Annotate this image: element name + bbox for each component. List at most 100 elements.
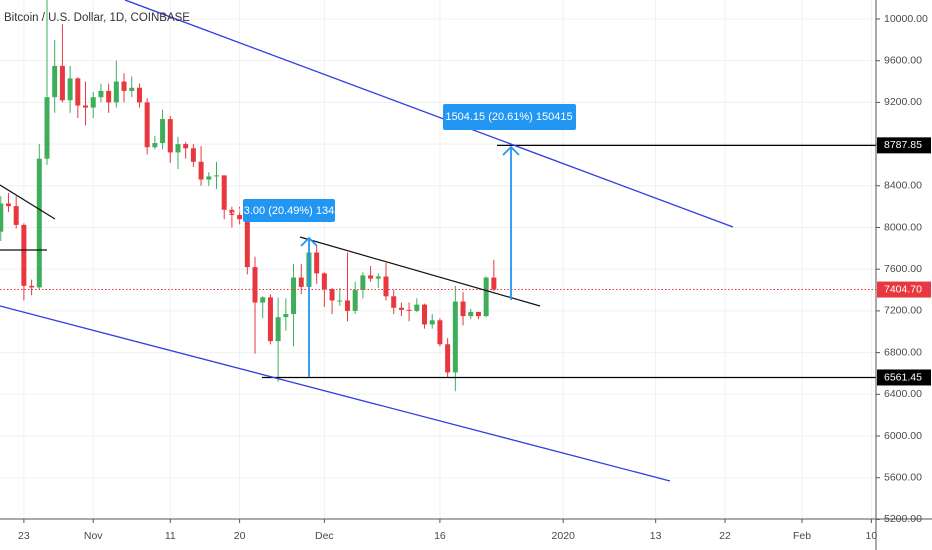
- candle-body: [491, 277, 497, 290]
- candle-body: [237, 214, 243, 220]
- trend-line: [0, 184, 56, 220]
- candle-body: [291, 277, 297, 315]
- y-tick-label: 7600.00: [884, 263, 922, 275]
- candle-body: [260, 297, 266, 303]
- candle-body: [283, 314, 289, 318]
- candle-body: [136, 87, 142, 103]
- y-tick-label: 9200.00: [884, 96, 922, 108]
- candle-body: [468, 311, 474, 317]
- x-tick-label: Nov: [84, 530, 103, 542]
- candle-body: [52, 65, 58, 98]
- candle-body: [344, 300, 350, 311]
- candle-body: [213, 175, 219, 177]
- time-axis: [0, 519, 932, 550]
- candle-body: [21, 224, 27, 286]
- candle-body: [414, 304, 420, 311]
- x-tick-label: 2020: [552, 530, 576, 542]
- y-tick-label: 6400.00: [884, 388, 922, 400]
- x-tick-label: 11: [165, 530, 176, 542]
- candle-body: [460, 301, 466, 317]
- candle-body: [391, 296, 397, 308]
- y-tick-label: 6800.00: [884, 346, 922, 358]
- x-tick-label: 20: [234, 530, 246, 542]
- candle-body: [437, 320, 443, 345]
- candle-body: [360, 275, 366, 291]
- candles: [0, 0, 876, 392]
- candle-body: [329, 289, 335, 301]
- candle-body: [229, 209, 235, 215]
- candle-body: [206, 176, 212, 180]
- candle-body: [175, 144, 181, 153]
- annotation-box: [243, 199, 335, 222]
- y-tick-label: 10000.00: [884, 13, 928, 25]
- candle-body: [422, 304, 428, 325]
- candle-body: [198, 161, 204, 180]
- price-tag-label: 8787.85: [884, 139, 922, 151]
- candle-body: [352, 290, 358, 311]
- candle-body: [475, 311, 481, 317]
- arrow-head: [300, 236, 318, 247]
- trend-line: [299, 236, 541, 307]
- candle-body: [67, 78, 73, 101]
- y-tick-label: 6000.00: [884, 430, 922, 442]
- candle-body: [275, 317, 281, 342]
- candle-body: [0, 203, 4, 232]
- price-tag-label: 6561.45: [884, 371, 922, 383]
- candle-body: [383, 276, 389, 297]
- candle-body: [368, 275, 374, 279]
- channel-line: [124, 0, 734, 228]
- candle-body: [129, 87, 135, 91]
- candle-body: [160, 119, 166, 144]
- candle-body: [183, 144, 189, 149]
- candle-body: [314, 252, 320, 274]
- channel-line: [0, 305, 671, 482]
- candle-body: [5, 203, 11, 207]
- arrow-head: [502, 145, 520, 156]
- candle-body: [106, 90, 112, 103]
- x-tick-label: 23: [18, 530, 30, 542]
- y-tick-label: 8400.00: [884, 180, 922, 192]
- candle-body: [337, 300, 343, 302]
- price-tag: [877, 281, 931, 298]
- x-tick-label: 22: [719, 530, 731, 542]
- x-tick-label: 13: [650, 530, 662, 542]
- price-tag: [877, 137, 931, 154]
- candle-body: [267, 297, 273, 342]
- annotation: 1343.00 (20.49%) 134300: [225, 205, 352, 217]
- drawings: 1343.00 (20.49%) 134300 1504.15 (20.61%)…: [0, 0, 734, 482]
- x-tick-label: 16: [434, 530, 446, 542]
- y-tick-label: 8000.00: [884, 221, 922, 233]
- candle-body: [113, 81, 119, 103]
- candle-body: [252, 267, 258, 303]
- candle-body: [36, 158, 42, 288]
- price-tag-label: 7404.70: [884, 283, 922, 295]
- x-tick-label: Feb: [793, 530, 811, 542]
- candle-body: [190, 148, 196, 162]
- candle-body: [398, 307, 404, 310]
- candle-body: [13, 206, 19, 225]
- chart-title: Bitcoin / U.S. Dollar, 1D, COINBASE: [4, 12, 190, 24]
- candle-body: [221, 175, 227, 210]
- candle-body: [98, 90, 104, 98]
- candle-body: [452, 301, 458, 373]
- annotation: 1504.15 (20.61%) 150415: [445, 111, 572, 123]
- x-tick-label: Dec: [315, 530, 334, 542]
- candle-body: [121, 81, 127, 91]
- candle-body: [445, 344, 451, 373]
- y-tick-label: 9600.00: [884, 54, 922, 66]
- candle-body: [59, 65, 65, 101]
- y-tick-label: 5600.00: [884, 471, 922, 483]
- y-tick-label: 5200.00: [884, 513, 922, 525]
- price-tag: [877, 369, 931, 386]
- y-tick-label: 7200.00: [884, 305, 922, 317]
- candle-body: [483, 277, 489, 317]
- candle-body: [29, 285, 35, 288]
- candle-body: [90, 97, 96, 108]
- candle-body: [44, 97, 50, 159]
- x-tick-label: 10: [866, 530, 878, 542]
- candle-body: [83, 105, 89, 108]
- candle-body: [244, 219, 250, 268]
- axes: 5200.00 5600.00 6000.00 6400.00 6800.00 7200.…: [18, 13, 931, 542]
- candle-body: [321, 273, 327, 290]
- candle-body: [429, 320, 435, 325]
